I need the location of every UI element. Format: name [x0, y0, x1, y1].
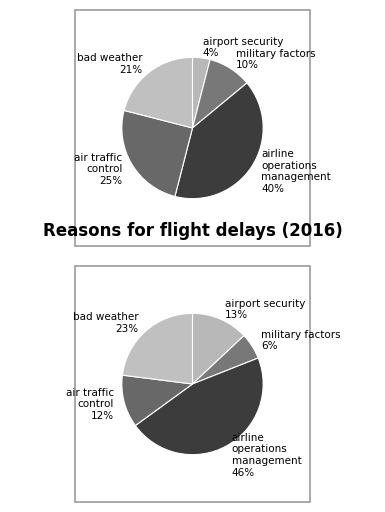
Wedge shape: [124, 57, 192, 128]
Text: airport security
4%: airport security 4%: [203, 36, 283, 58]
Text: military factors
10%: military factors 10%: [236, 49, 316, 70]
Text: military factors
6%: military factors 6%: [261, 330, 341, 351]
Text: airline
operations
management
46%: airline operations management 46%: [232, 433, 301, 478]
Wedge shape: [122, 375, 192, 425]
Wedge shape: [192, 59, 247, 128]
Wedge shape: [122, 111, 192, 197]
Text: airport security
13%: airport security 13%: [225, 298, 305, 320]
Text: air traffic
control
12%: air traffic control 12%: [66, 388, 114, 421]
Title: Reasons for flight delays (2016): Reasons for flight delays (2016): [43, 222, 342, 240]
Text: air traffic
control
25%: air traffic control 25%: [74, 153, 122, 186]
Text: bad weather
21%: bad weather 21%: [77, 53, 143, 75]
Text: airline
operations
management
40%: airline operations management 40%: [261, 149, 331, 194]
Wedge shape: [192, 57, 210, 128]
Wedge shape: [175, 83, 263, 199]
Wedge shape: [192, 336, 258, 384]
Wedge shape: [122, 313, 192, 384]
Wedge shape: [192, 313, 244, 384]
Wedge shape: [136, 358, 263, 455]
Text: bad weather
23%: bad weather 23%: [73, 312, 139, 334]
